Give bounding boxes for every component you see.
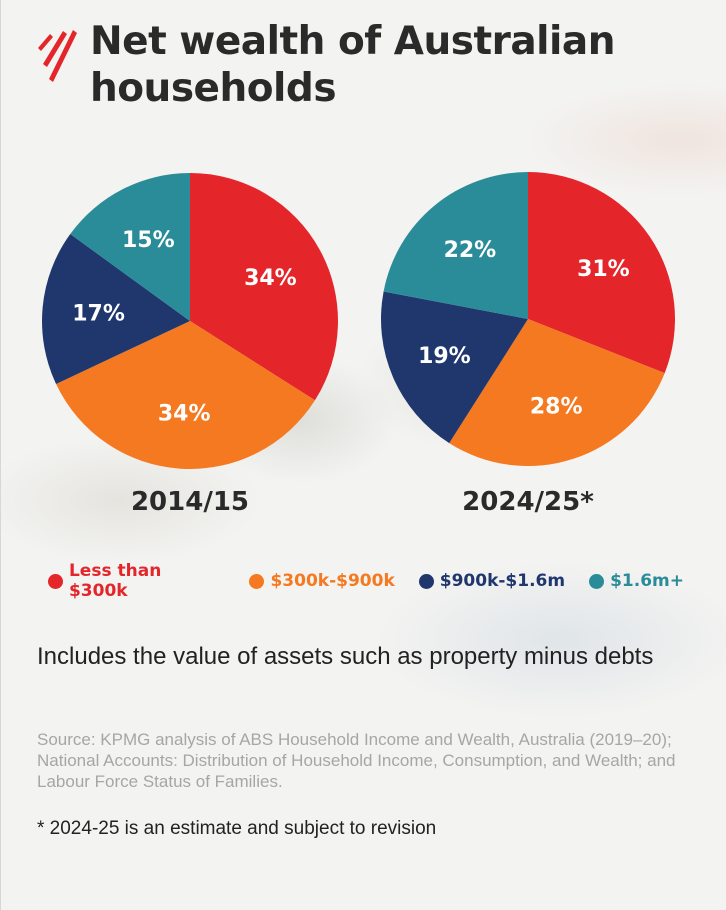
pie-data-label: 19% [418, 344, 471, 369]
pie-year-label: 2024/25* [462, 487, 594, 517]
pie-data-label: 34% [244, 266, 297, 291]
pie-data-label: 31% [577, 257, 630, 282]
legend-swatch [48, 573, 63, 589]
legend-item-1-6m-plus: $1.6m+ [589, 571, 684, 591]
pie-data-label: 15% [122, 228, 175, 253]
pie-data-label: 17% [72, 301, 125, 326]
pie-data-label: 28% [530, 395, 583, 420]
pie-year-label: 2014/15 [131, 487, 249, 517]
pie-slice-less-than-300k [190, 173, 338, 401]
left-edge-divider [0, 0, 1, 910]
legend-swatch [249, 573, 265, 589]
pie-slice-900k-1-6m [42, 234, 190, 385]
pie-charts: 34% 34% 17% 15% 2014/15 31% 28% 19% 22% 2024/25* [42, 172, 676, 517]
pie-data-label: 34% [158, 402, 211, 427]
page-title: Net wealth of Australian households [90, 19, 615, 111]
legend-item-300k-900k: $300k-$900k [249, 571, 395, 591]
legend-label: $300k-$900k [270, 571, 395, 591]
legend-item-less-than-300k: Less than $300k [48, 561, 225, 601]
pie-chart-2014-15: 34% 34% 17% 15% 2014/15 [42, 173, 338, 517]
legend: Less than $300k $300k-$900k $900k-$1.6m … [48, 561, 708, 601]
pie-slice-900k-1-6m [380, 291, 528, 444]
legend-item-900k-1-6m: $900k-$1.6m [418, 571, 566, 591]
pie-slice-300k-900k [449, 319, 665, 467]
legend-swatch [589, 573, 605, 589]
legend-label: $900k-$1.6m [439, 571, 566, 591]
sbs-logo-icon [38, 30, 77, 82]
pie-slice-1-6m [383, 172, 528, 319]
pie-slice-1-6m [70, 173, 190, 321]
legend-label: $1.6m+ [610, 571, 684, 591]
source-note: Source: KPMG analysis of ABS Household I… [37, 730, 676, 791]
pie-slice-300k-900k [56, 321, 315, 469]
footnote: * 2024-25 is an estimate and subject to … [37, 818, 437, 839]
pie-slice-less-than-300k [528, 172, 676, 374]
pie-chart-2024-25: 31% 28% 19% 22% 2024/25* [380, 172, 676, 517]
pie-data-label: 22% [444, 238, 497, 263]
legend-label: Less than $300k [68, 561, 162, 601]
description-note: Includes the value of assets such as pro… [37, 643, 654, 670]
legend-swatch [418, 573, 434, 589]
